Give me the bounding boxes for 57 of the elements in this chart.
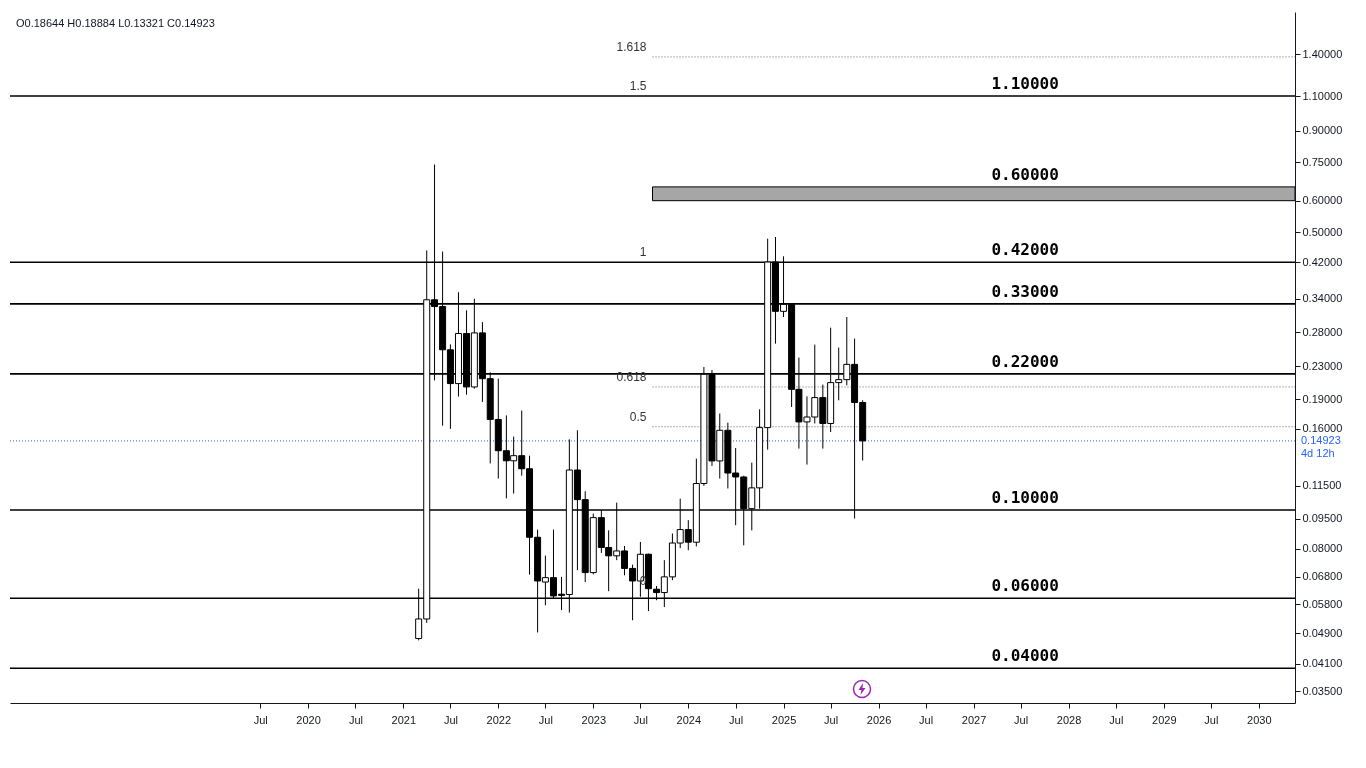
ref-line-label: 0.10000 bbox=[991, 488, 1059, 508]
y-tick-label: 0.11500 bbox=[1302, 479, 1342, 492]
y-tick-label: 0.06800 bbox=[1302, 570, 1343, 583]
y-tick-label: 0.04100 bbox=[1302, 657, 1343, 670]
y-tick-label: 1.40000 bbox=[1302, 47, 1343, 60]
x-tick-label: 2024 bbox=[676, 713, 702, 726]
x-tick-label: Jul bbox=[1204, 713, 1219, 726]
annotation: O0.18644 H0.18884 L0.13321 C0.14923 bbox=[16, 17, 215, 29]
ref-line-label: 0.06000 bbox=[991, 576, 1059, 596]
text: 4d 12h bbox=[1301, 446, 1335, 459]
x-tick-label: Jul bbox=[633, 713, 648, 726]
ref-line-label: 0.22000 bbox=[991, 351, 1059, 371]
y-tick-label: 0.34000 bbox=[1302, 292, 1343, 305]
x-tick-label: 2020 bbox=[296, 713, 321, 726]
x-tick-label: 2028 bbox=[1056, 713, 1082, 726]
ref-line-label: 0.42000 bbox=[991, 240, 1059, 260]
x-tick-label: 2030 bbox=[1247, 713, 1272, 726]
y-tick-label: 0.75000 bbox=[1302, 155, 1343, 168]
ref-line-label: 0.33000 bbox=[991, 281, 1059, 301]
x-tick-label: 2022 bbox=[486, 713, 512, 726]
x-tick-label: Jul bbox=[1014, 713, 1029, 726]
x-tick-label: 2029 bbox=[1152, 713, 1177, 726]
x-tick-label: Jul bbox=[253, 713, 268, 726]
x-tick-label: 2021 bbox=[391, 713, 417, 726]
ref-line-label: 0.14923 bbox=[1301, 433, 1341, 446]
y-tick-label: 0.09500 bbox=[1302, 512, 1343, 525]
y-tick-label: 0.16000 bbox=[1302, 422, 1343, 435]
x-tick-label: Jul bbox=[1109, 713, 1124, 726]
ref-line-label: 1.10000 bbox=[991, 74, 1059, 94]
y-tick-label: 0.08000 bbox=[1302, 542, 1343, 555]
x-tick-label: 2027 bbox=[961, 713, 987, 726]
x-tick-label: 2025 bbox=[771, 713, 797, 726]
y-tick-label: 0.50000 bbox=[1302, 225, 1343, 238]
x-tick-label: 2026 bbox=[866, 713, 892, 726]
annotation: 1.618 bbox=[616, 39, 647, 54]
y-tick-label: 1.10000 bbox=[1302, 89, 1343, 102]
annotation: 0.5 bbox=[629, 409, 647, 424]
y-tick-label: 0.05800 bbox=[1302, 597, 1343, 610]
y-tick-label: 0.04900 bbox=[1302, 626, 1343, 639]
x-tick-label: 2023 bbox=[581, 713, 607, 726]
x-tick-label: Jul bbox=[538, 713, 553, 726]
y-tick-label: 0.23000 bbox=[1302, 359, 1343, 372]
x-tick-label: Jul bbox=[443, 713, 458, 726]
annotation: 1.5 bbox=[629, 79, 647, 94]
y-tick-label: 0.28000 bbox=[1302, 325, 1343, 338]
y-tick-label: 0.03500 bbox=[1302, 684, 1343, 697]
y-tick-label: 0.42000 bbox=[1302, 255, 1343, 268]
x-tick-label: Jul bbox=[348, 713, 363, 726]
band-label: 0.60000 bbox=[991, 164, 1059, 184]
x-tick-label: Jul bbox=[919, 713, 934, 726]
y-tick-label: 0.60000 bbox=[1302, 194, 1343, 207]
x-tick-label: Jul bbox=[729, 713, 744, 726]
x-tick-label: Jul bbox=[824, 713, 839, 726]
annotation: 1 bbox=[639, 245, 647, 260]
y-tick-label: 0.19000 bbox=[1302, 392, 1343, 405]
ref-line-label: 0.04000 bbox=[991, 646, 1059, 666]
y-tick-label: 0.90000 bbox=[1302, 124, 1343, 137]
